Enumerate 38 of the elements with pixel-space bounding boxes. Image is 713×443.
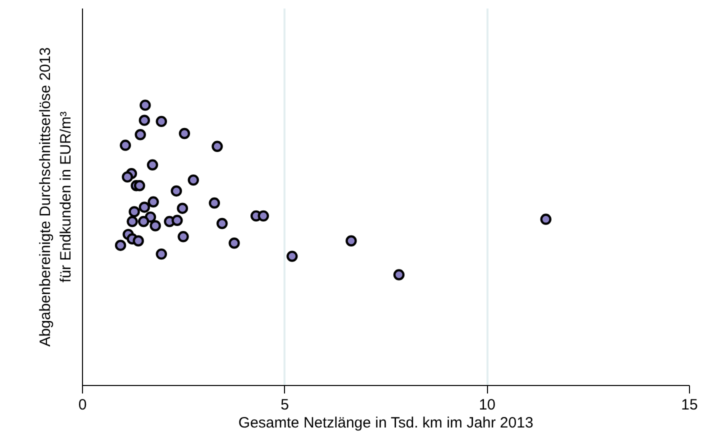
point [188, 174, 199, 186]
point [178, 231, 189, 242]
point [178, 128, 190, 140]
point [134, 180, 146, 192]
point [132, 235, 144, 246]
point [228, 238, 240, 249]
point [208, 197, 220, 209]
x-tick-label: 0 [78, 396, 87, 414]
point [126, 216, 138, 228]
point [114, 240, 126, 251]
y-axis-title: Abgabenbereinigte Durchschnittserlöse 2013 für Endkunden in EUR/m³ [37, 47, 74, 347]
point [540, 214, 552, 225]
point [170, 185, 182, 197]
x-tick-label: 15 [681, 396, 698, 414]
point [346, 235, 357, 246]
point [122, 171, 134, 183]
point [172, 214, 183, 226]
point [148, 196, 159, 208]
point [212, 140, 223, 152]
point [150, 220, 161, 232]
point [156, 248, 168, 260]
point [176, 202, 188, 214]
point [138, 202, 150, 213]
point [134, 129, 146, 140]
point [138, 114, 150, 126]
point [258, 210, 269, 222]
point [216, 218, 228, 230]
x-tick-label: 5 [280, 396, 290, 414]
point [120, 140, 131, 151]
x-tick-label: 10 [478, 396, 496, 414]
point [146, 159, 158, 170]
point [393, 269, 405, 280]
point [128, 206, 140, 218]
point [156, 116, 168, 128]
point [140, 100, 151, 111]
x-axis-title: Gesamte Netzlänge in Tsd. km im Jahr 2013 [238, 414, 534, 432]
point [286, 250, 298, 262]
point [138, 216, 150, 228]
